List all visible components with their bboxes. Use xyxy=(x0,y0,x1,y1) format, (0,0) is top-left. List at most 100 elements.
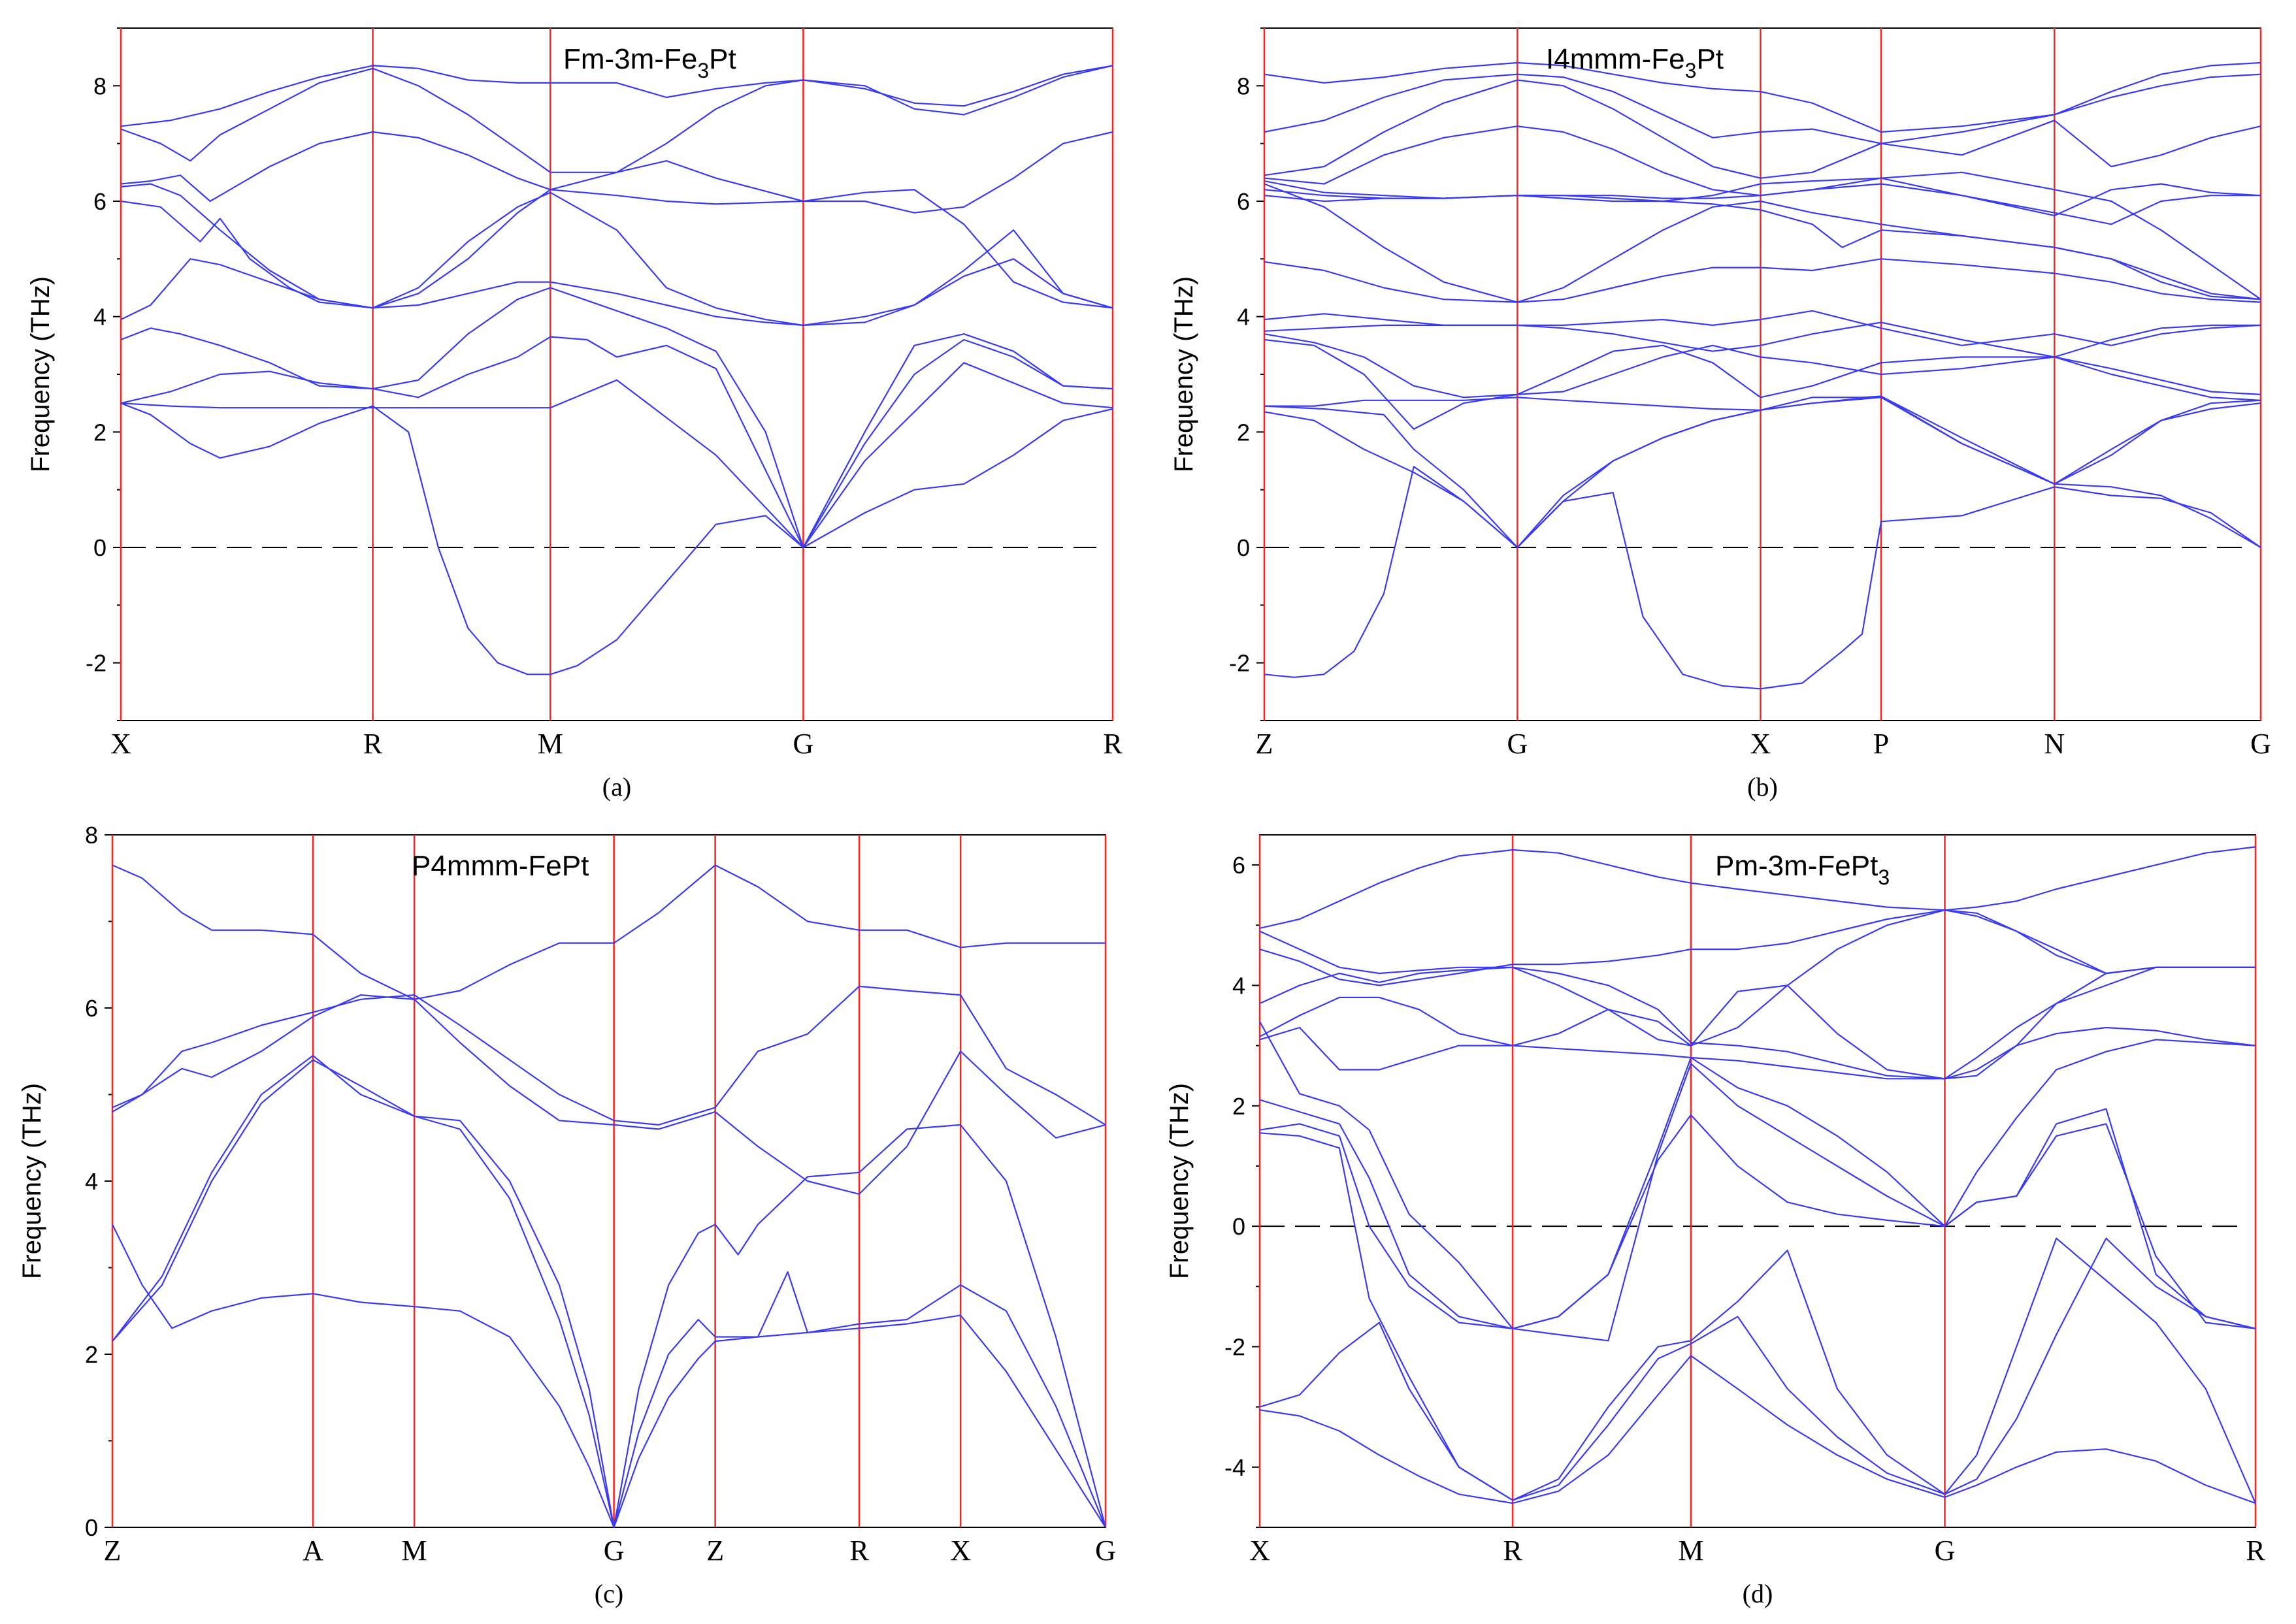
band-line-5 xyxy=(1264,338,2261,430)
kpoint-label: R xyxy=(1503,1535,1522,1567)
y-tick-label: 4 xyxy=(1237,304,1250,331)
kpoint-label: R xyxy=(2246,1535,2265,1567)
band-line-4 xyxy=(1259,1108,2256,1329)
kpoint-label: R xyxy=(1103,728,1123,760)
band-line-11 xyxy=(1259,909,2255,1047)
panel-title-tail: Pt xyxy=(1696,43,1724,75)
y-tick-label: -2 xyxy=(1224,1333,1245,1360)
y-tick-label: 0 xyxy=(1232,1213,1245,1240)
band-line-2 xyxy=(120,362,1113,549)
kpoint-label: G xyxy=(2250,728,2271,760)
y-tick-label: 2 xyxy=(1232,1093,1245,1120)
band-line-4 xyxy=(112,994,1106,1195)
band-line-3 xyxy=(1259,1132,2257,1504)
y-tick-label: 2 xyxy=(93,419,107,446)
kpoint-label: M xyxy=(538,728,563,760)
y-tick-label: -2 xyxy=(86,650,107,677)
kpoint-label: R xyxy=(363,728,383,760)
band-line-5 xyxy=(112,985,1106,1126)
panel-a: 8 6 4 2 0 -2 Frequency (THz) X R M G R Fm-3m-Fe3Pt (a… xyxy=(26,27,1123,802)
panel-title-tail: Pt xyxy=(709,43,736,75)
panel-title-subscript: 3 xyxy=(1878,866,1890,889)
y-tick-label: 0 xyxy=(93,534,107,561)
band-line-3 xyxy=(120,333,1113,549)
panel-title: Fm-3m-Fe3Pt xyxy=(563,43,736,82)
band-line-17 xyxy=(1264,61,2261,133)
kpoint-label: P xyxy=(1873,728,1889,760)
kpoint-label: Z xyxy=(1256,728,1273,760)
band-line-3 xyxy=(1264,395,2261,549)
y-tick-label: 6 xyxy=(1237,188,1250,215)
y-axis-label: Frequency (THz) xyxy=(18,1083,46,1279)
kpoint-label: N xyxy=(2044,728,2065,760)
y-tick-label: 0 xyxy=(1237,534,1250,561)
panel-caption: (b) xyxy=(1747,772,1778,802)
band-line-14 xyxy=(1264,125,2261,300)
band-line-4 xyxy=(1264,395,2261,485)
band-line-10 xyxy=(120,65,1113,127)
band-line-2 xyxy=(112,1059,1107,1529)
panel-caption: (a) xyxy=(602,772,631,802)
panel-title-main: Pm-3m-FePt xyxy=(1715,850,1878,882)
kpoint-label: G xyxy=(604,1535,625,1567)
kpoint-label: X xyxy=(110,728,131,760)
kpoint-label: Z xyxy=(706,1535,724,1567)
y-tick-label: 0 xyxy=(85,1514,98,1541)
kpoint-label: M xyxy=(1678,1535,1703,1567)
y-tick-label: -4 xyxy=(1224,1454,1245,1481)
kpoint-label: Z xyxy=(104,1535,122,1567)
y-axis-label: Frequency (THz) xyxy=(26,276,55,472)
band-line-3 xyxy=(112,1054,1107,1529)
band-line-16 xyxy=(1264,73,2261,144)
y-tick-label: 4 xyxy=(85,1168,98,1195)
band-line-9 xyxy=(1259,966,2255,1080)
kpoint-label: X xyxy=(1249,1535,1270,1567)
panel-title-main: P4mmm-FePt xyxy=(412,850,589,882)
y-axis-label: Frequency (THz) xyxy=(1170,276,1198,472)
band-line-9 xyxy=(1264,258,2261,303)
band-line-4 xyxy=(120,287,1113,549)
band-line-9 xyxy=(120,65,1113,173)
band-line-12 xyxy=(1259,846,2256,929)
band-line-6 xyxy=(1259,1021,2256,1329)
band-line-8 xyxy=(120,131,1113,214)
y-tick-label: 4 xyxy=(93,304,107,331)
y-axis-label: Frequency (THz) xyxy=(1165,1083,1194,1279)
kpoint-label: R xyxy=(849,1535,869,1567)
band-line-7 xyxy=(1259,1026,2256,1080)
band-line-10 xyxy=(1259,909,2255,986)
band-line-1 xyxy=(1259,1355,2256,1504)
band-line-5 xyxy=(120,229,1113,326)
panel-title: I4mmm-Fe3Pt xyxy=(1546,43,1724,82)
panel-d: 6 4 2 0 -2 -4 Frequency (THz) X R M G R Pm-3m-FePt3 (… xyxy=(1165,834,2265,1608)
kpoint-label: X xyxy=(950,1535,971,1567)
y-tick-label: 8 xyxy=(93,73,107,99)
band-line-7 xyxy=(1264,321,2261,358)
band-line-5 xyxy=(1259,1063,2256,1342)
kpoint-label: X xyxy=(1750,728,1771,760)
kpoint-label: G xyxy=(1507,728,1528,760)
y-tick-label: -2 xyxy=(1229,650,1250,677)
band-line-8 xyxy=(1259,966,2255,1080)
band-line-1 xyxy=(1264,466,2261,690)
band-line-13 xyxy=(1264,177,2261,217)
band-line-1 xyxy=(120,402,1113,675)
kpoint-label: A xyxy=(303,1535,323,1567)
panel-title: P4mmm-FePt xyxy=(412,850,589,882)
band-line-15 xyxy=(1264,79,2261,179)
panel-caption: (d) xyxy=(1743,1579,1773,1608)
band-line-2 xyxy=(1259,1237,2256,1501)
y-tick-label: 4 xyxy=(1232,972,1245,999)
panel-b: 8 6 4 2 0 -2 Frequency (THz) Z G X P N G I4mmm-Fe3Pt (… xyxy=(1170,27,2271,802)
y-tick-label: 8 xyxy=(85,822,98,849)
y-tick-label: 2 xyxy=(1237,419,1250,446)
y-tick-label: 6 xyxy=(85,995,98,1022)
panel-caption: (c) xyxy=(595,1579,623,1608)
y-tick-label: 2 xyxy=(85,1341,98,1368)
y-tick-label: 6 xyxy=(1232,852,1245,879)
kpoint-label: G xyxy=(1095,1535,1116,1567)
panel-title: Pm-3m-FePt3 xyxy=(1715,850,1890,889)
band-line-6 xyxy=(1264,333,2261,398)
panel-title-subscript: 3 xyxy=(697,59,709,82)
